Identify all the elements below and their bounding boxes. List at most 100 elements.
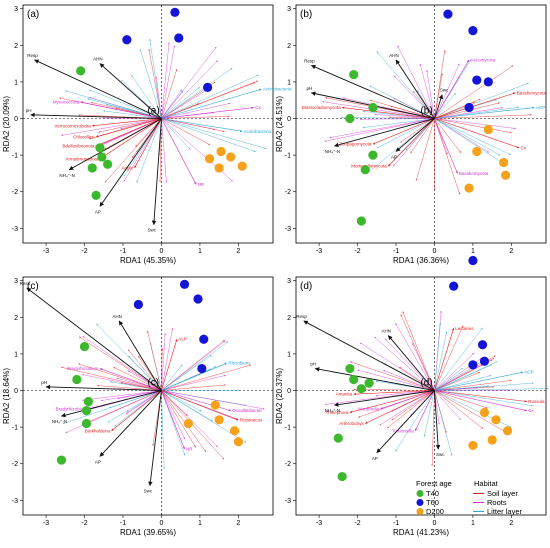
sample-point-t40 (76, 66, 86, 76)
env-vector-label: NH₄⁺-N (325, 408, 340, 413)
species-vector (434, 387, 549, 391)
sample-point-t40 (81, 418, 92, 429)
species-vector (434, 390, 533, 407)
species-vector-label: Zoopagomycota (339, 142, 372, 147)
species-vector (434, 50, 446, 119)
env-vector-label: NH₄⁺-N (59, 173, 74, 178)
env-vector-label: pH (41, 380, 47, 385)
labeled-species-vector (99, 118, 162, 160)
species-vector (148, 48, 162, 119)
env-vector (310, 64, 435, 119)
x-tick-label: 1 (471, 520, 475, 527)
species-vector (357, 369, 435, 391)
species-vector (376, 51, 435, 119)
labeled-species-vector (161, 118, 243, 133)
species-vector (390, 105, 435, 119)
env-vector-label: Swc (144, 489, 153, 494)
species-vector-label: Cx (521, 145, 527, 150)
species-vector (434, 327, 483, 391)
sample-point-t60 (468, 255, 478, 266)
species-vector (434, 106, 520, 119)
species-vector (387, 390, 435, 429)
labeled-species-vector (434, 390, 528, 403)
env-vector-label: NH₄⁺-N (325, 149, 340, 154)
labeled-species-vector (161, 106, 255, 119)
y-tick-label: -1 (285, 425, 291, 432)
sample-point-t60 (468, 26, 478, 36)
sample-point-t60 (170, 7, 180, 17)
sample-point-t40 (345, 363, 355, 374)
env-vector (99, 390, 162, 457)
y-tick-label: 1 (287, 79, 291, 86)
species-vector (376, 118, 435, 149)
species-vector (89, 89, 162, 119)
sample-point-t40 (349, 374, 359, 385)
sample-point-t40 (360, 165, 370, 175)
sample-point-t40 (56, 455, 67, 465)
y-tick-label: 3 (287, 6, 291, 13)
species-vector (383, 370, 435, 391)
species-vector-label: ACP (524, 370, 533, 375)
species-vector (431, 390, 435, 467)
species-vector (161, 340, 226, 391)
species-vector (161, 374, 226, 391)
sample-point-d200 (237, 161, 247, 171)
species-vector (434, 118, 505, 165)
sample-point-t60 (443, 9, 453, 19)
species-vector (434, 118, 512, 134)
species-vector (434, 371, 481, 391)
panel-b: -3 -2 -1 0 1 2 -3 -2 -1 0 1 2 3 RDA1 (36.36%) RDA2 (24… (275, 4, 546, 265)
sample-point-d200 (501, 170, 511, 180)
env-vector (395, 59, 435, 119)
center-label: (c) (147, 378, 159, 389)
env-vector (30, 112, 162, 119)
species-vector (161, 69, 178, 119)
species-vector (161, 364, 183, 391)
env-vector (148, 390, 162, 487)
species-vector (434, 352, 475, 391)
species-vector (359, 342, 435, 391)
species-vector-label: ALP (178, 337, 187, 342)
y-tick-label: 3 (14, 6, 18, 13)
species-vector-label: Chloroflexi (73, 134, 94, 139)
y-axis-label: RDA2 (24.51%) (275, 96, 284, 152)
env-vector (434, 390, 441, 450)
x-tick-label: -2 (81, 520, 87, 527)
labeled-species-vector (161, 390, 185, 450)
labeled-species-vector (434, 92, 516, 119)
sample-point-d200 (468, 440, 478, 451)
x-tick-label: 0 (433, 248, 437, 255)
env-vector-label: AHN (382, 329, 392, 334)
x-axis-label: RDA1 (36.36%) (393, 256, 449, 265)
env-vector (151, 118, 162, 226)
sample-point-d200 (502, 426, 513, 436)
labeled-species-vector (91, 118, 162, 127)
species-vector (374, 336, 435, 391)
env-vector-label: Swc (148, 228, 157, 233)
species-vector (161, 364, 252, 391)
env-vector-label: Resp (27, 53, 38, 58)
x-tick-label: 1 (198, 520, 202, 527)
env-vector-label: pH (307, 86, 313, 91)
labeled-species-vector (95, 118, 162, 147)
panel-c: -3 -2 -1 0 1 2 -3 -2 -1 0 1 2 3 RDA1 (39.65%) RDA2 (18… (2, 276, 274, 537)
species-vector-label: ACP (536, 105, 545, 110)
species-vector-label: Russula (528, 399, 545, 404)
env-vector-label: AP (391, 154, 397, 159)
labeled-species-vector (434, 371, 524, 391)
species-vector (161, 333, 166, 391)
labeled-species-vector (434, 328, 455, 391)
x-tick-label: -1 (120, 520, 126, 527)
sample-point-d200 (226, 152, 236, 162)
species-vector (434, 63, 460, 119)
species-vector (161, 328, 174, 391)
species-vector-fan (61, 323, 265, 470)
species-vector (161, 390, 186, 456)
y-tick-label: -1 (12, 153, 18, 160)
y-tick-label: -3 (285, 226, 291, 233)
x-tick-label: -1 (393, 248, 399, 255)
sample-point-t60 (477, 340, 488, 350)
x-tick-label: 0 (160, 520, 164, 527)
labeled-species-vector (161, 88, 262, 119)
